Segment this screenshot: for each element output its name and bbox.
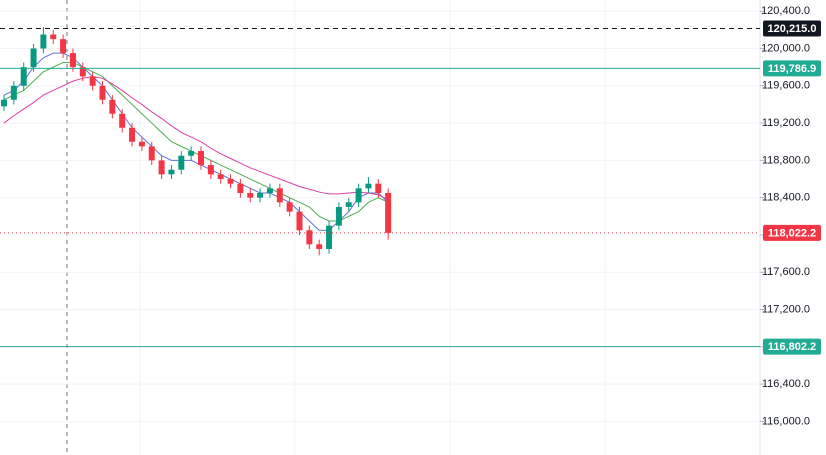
y-tick-label: 118,400.0 xyxy=(762,192,810,204)
candle-body xyxy=(296,211,303,231)
candle-body xyxy=(198,151,204,166)
candle-body xyxy=(20,67,27,86)
price-label-box xyxy=(763,338,821,355)
price-label: 118,022.2 xyxy=(768,227,816,239)
candle-body xyxy=(69,53,76,68)
price-label-box xyxy=(763,224,821,241)
y-tick-label: 117,200.0 xyxy=(762,303,810,315)
vertical-grid xyxy=(139,0,606,455)
y-tick-label: 119,600.0 xyxy=(762,80,810,92)
candle-body xyxy=(237,183,244,194)
y-tick-label: 117,600.0 xyxy=(762,266,810,278)
y-tick-label: 116,000.0 xyxy=(762,415,810,427)
candle-body xyxy=(345,202,352,207)
price-label-box xyxy=(763,60,821,77)
candle-body xyxy=(89,76,96,86)
price-label: 120,215.0 xyxy=(768,23,817,35)
price-label: 116,802.2 xyxy=(768,341,816,353)
candle-body xyxy=(119,113,126,128)
candle-body xyxy=(247,193,254,198)
candle-body xyxy=(1,99,7,107)
moving-average xyxy=(3,75,389,200)
y-tick-label: 116,400.0 xyxy=(762,378,810,390)
candle-body xyxy=(335,206,342,226)
candle-body xyxy=(10,85,17,100)
y-tick-label: 120,000.0 xyxy=(761,42,810,54)
candle-body xyxy=(99,85,106,100)
candle-body xyxy=(217,174,224,180)
candle-body xyxy=(257,193,264,198)
candle-body xyxy=(138,141,145,147)
candle-body xyxy=(60,39,67,54)
candle-body xyxy=(375,183,382,194)
y-tick-label: 118,800.0 xyxy=(762,154,810,166)
candle-body xyxy=(227,179,234,184)
candle-body xyxy=(40,34,47,49)
candle-body xyxy=(355,188,362,203)
candle-body xyxy=(326,225,333,249)
price-label: 119,786.9 xyxy=(768,63,816,75)
candle-body xyxy=(385,193,392,233)
candle-body xyxy=(266,188,273,194)
candle-body xyxy=(129,127,136,142)
candle-body xyxy=(316,244,323,249)
moving-average xyxy=(3,52,389,231)
candle-body xyxy=(276,188,283,203)
candle-body xyxy=(109,99,116,114)
candle-body xyxy=(158,160,165,175)
candle-body xyxy=(30,48,37,68)
candle-body xyxy=(306,230,313,245)
candle-body xyxy=(79,67,86,77)
y-tick-label: 120,400.0 xyxy=(761,5,810,17)
candle-body xyxy=(207,165,214,175)
moving-average xyxy=(3,61,389,222)
candle-body xyxy=(286,202,293,212)
candle-body xyxy=(188,151,195,156)
price-label-box xyxy=(763,20,821,37)
candle-body xyxy=(178,155,185,170)
candle-body xyxy=(168,169,175,175)
y-tick-label: 119,200.0 xyxy=(762,117,810,129)
candle-body xyxy=(365,183,372,189)
candle-body xyxy=(148,146,155,161)
candle-body xyxy=(50,34,57,40)
